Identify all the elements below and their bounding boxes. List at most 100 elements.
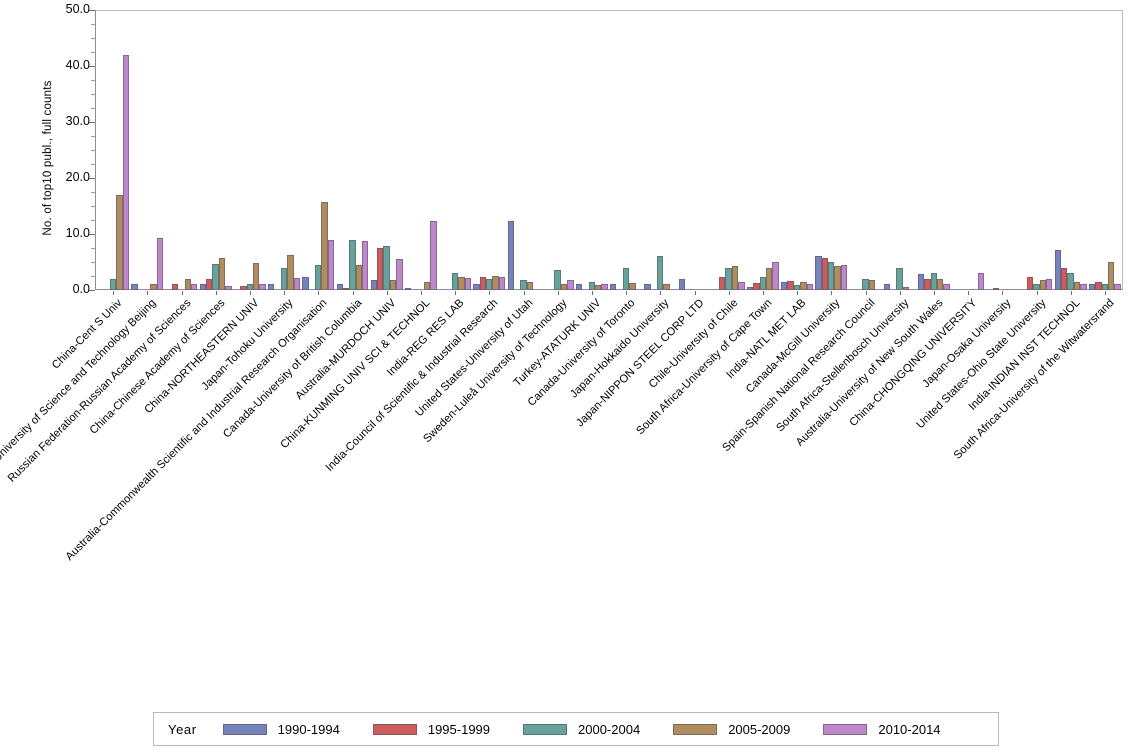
x-axis-tick-mark	[660, 291, 662, 295]
bar	[937, 278, 944, 290]
x-axis-tick-mark	[284, 291, 286, 295]
bar	[575, 284, 583, 290]
bar-group	[815, 10, 848, 290]
bar	[246, 284, 254, 290]
x-axis-tick-label-text: India-Council of Scientific & Industrial…	[323, 297, 501, 474]
bar	[828, 262, 835, 290]
bar	[1026, 277, 1034, 290]
bar-group	[575, 10, 608, 290]
bar	[520, 279, 527, 290]
x-axis-tick-mark	[455, 291, 457, 295]
bar	[336, 284, 343, 290]
x-axis-tick-label-text: Sweden-Luleå University of Technology	[421, 297, 570, 446]
bar	[206, 278, 213, 290]
bar	[362, 241, 369, 290]
bar	[759, 277, 767, 290]
legend-color-swatch	[823, 723, 868, 735]
x-axis-tick-mark	[523, 291, 525, 295]
legend-entry[interactable]: 2005-2009	[673, 722, 790, 737]
bar	[896, 267, 903, 290]
bar-group	[336, 10, 369, 290]
x-axis-tick-mark	[386, 291, 388, 295]
y-axis-minor-tick	[91, 108, 95, 109]
x-axis-tick-label-text: China-KUNMING UNIV SCI & TECHNOL	[278, 297, 433, 452]
x-axis-tick-label-text: Japan-Hokkaido University	[568, 297, 672, 401]
bar	[302, 277, 309, 290]
x-axis-tick-mark	[215, 291, 217, 295]
x-axis-tick-mark	[318, 291, 320, 295]
legend-entry[interactable]: 1990-1994	[222, 722, 340, 737]
x-axis-tick-mark	[181, 291, 183, 295]
bar	[924, 278, 931, 290]
x-axis-tick-mark	[1104, 291, 1106, 295]
bar-group	[166, 10, 198, 290]
bar-group	[370, 10, 403, 290]
bar-group	[199, 10, 232, 290]
bar	[1080, 284, 1087, 290]
bar	[1039, 279, 1047, 290]
bar	[212, 263, 219, 290]
bar	[840, 264, 848, 290]
legend-label: 2010-2014	[878, 721, 941, 737]
x-axis-tick-mark	[797, 291, 799, 295]
bar-group	[507, 10, 540, 290]
bar	[389, 279, 397, 290]
x-axis-tick-label-text: United States-University of Utah	[412, 297, 535, 420]
legend-entry[interactable]: 2000-2004	[523, 722, 640, 737]
bar	[225, 285, 232, 290]
bar	[492, 276, 499, 290]
bar-group	[917, 10, 950, 290]
bar	[498, 277, 506, 290]
x-axis-tick-label-text: Spain-Spanish National Research Council	[719, 297, 877, 455]
bar	[746, 286, 754, 290]
y-axis-tick-mark	[89, 290, 95, 291]
x-axis-tick-label-text: United States-Ohio State University	[913, 297, 1048, 432]
x-axis-tick-mark	[968, 291, 970, 295]
y-axis-minor-tick	[91, 94, 95, 95]
bar	[800, 282, 807, 290]
bar	[191, 284, 198, 290]
y-axis-minor-tick	[91, 24, 95, 25]
bar-group	[610, 10, 642, 290]
x-axis-tick-label-text: India-INDIAN INST TECHNOL	[966, 297, 1083, 413]
bar	[977, 273, 985, 290]
legend-entry[interactable]: 1995-1999	[372, 722, 490, 737]
y-axis-tick-mark	[89, 122, 95, 123]
y-axis-tick-mark	[89, 10, 95, 11]
bar	[293, 277, 301, 290]
plot-frame	[95, 10, 1123, 290]
x-axis-tick-label-text: South Africa-University of the Witwaters…	[951, 297, 1117, 462]
x-axis-tick-label-text: Canada-University of Toronto	[525, 297, 638, 409]
y-axis-tick-label: 0.0	[72, 282, 90, 296]
y-axis-tick-label: 10.0	[65, 226, 90, 240]
bar-group	[781, 10, 814, 290]
x-axis-tick-label-text: China-Chinese Academy of Sciences	[87, 297, 228, 437]
bar-group	[678, 10, 711, 290]
bar-group	[439, 10, 472, 290]
bar	[122, 54, 130, 290]
x-axis-tick-mark	[694, 291, 696, 295]
bar-group	[404, 10, 437, 290]
bar	[355, 264, 363, 290]
bar	[253, 263, 260, 290]
x-axis-tick-mark	[1002, 291, 1004, 295]
bar	[766, 267, 773, 290]
bar	[315, 264, 322, 290]
x-axis-tick-mark	[591, 291, 593, 295]
x-axis-tick-label-text: Turkey-ATATURK UNIV	[511, 297, 604, 389]
bar	[377, 248, 384, 290]
legend-entry[interactable]: 2010-2014	[823, 721, 941, 737]
bar	[731, 265, 739, 290]
bar	[883, 284, 891, 290]
bar	[280, 267, 288, 290]
bar	[917, 274, 925, 290]
bar-group	[850, 10, 882, 290]
bar-group	[234, 10, 266, 290]
bar	[902, 287, 910, 290]
bar	[622, 267, 630, 290]
bar	[719, 277, 726, 290]
bar	[424, 281, 431, 290]
legend[interactable]: Year 1990-1994 1995-1999 2000-2004 2005-200…	[153, 712, 999, 746]
y-axis-tick-label: 40.0	[65, 58, 90, 72]
